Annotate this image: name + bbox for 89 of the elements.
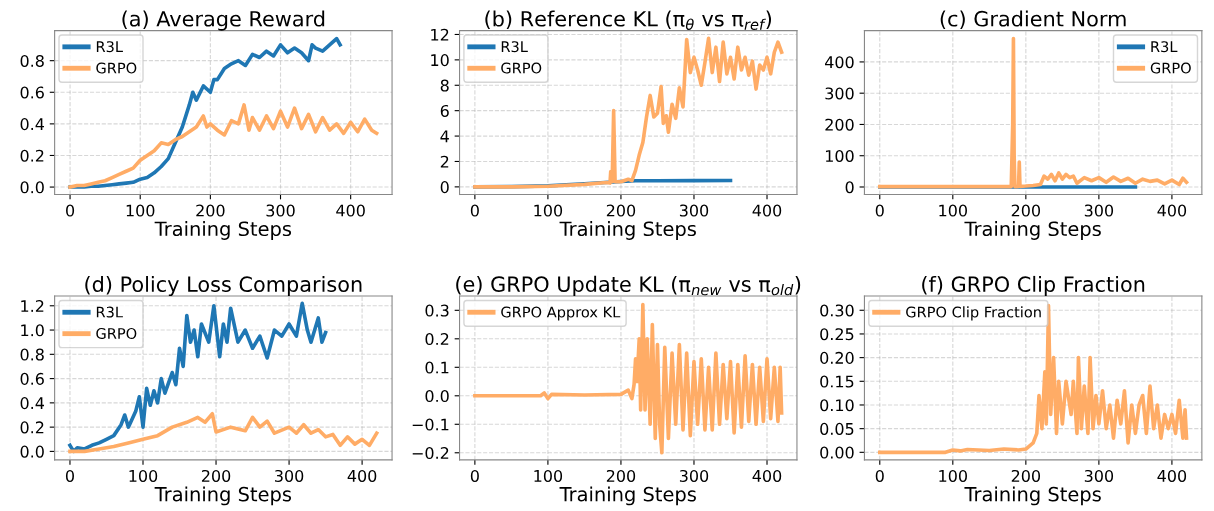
x-tick-label: 100 bbox=[534, 469, 563, 482]
y-tick-label: 200 bbox=[825, 118, 854, 131]
y-tick-label: 0.0 bbox=[20, 445, 44, 458]
y-tick-label: 0.6 bbox=[20, 86, 44, 99]
x-tick-label: 100 bbox=[939, 204, 967, 217]
x-tick-label: 400 bbox=[336, 204, 365, 217]
x-axis-title: Training Steps bbox=[559, 221, 696, 240]
y-tick-label: 12 bbox=[431, 28, 449, 41]
chart-title: (f) GRPO Clip Fraction bbox=[922, 275, 1145, 297]
x-tick-label: 400 bbox=[752, 469, 782, 482]
y-tick-label: 300 bbox=[825, 87, 854, 100]
x-tick-label: 100 bbox=[534, 204, 563, 217]
x-tick-label: 400 bbox=[752, 204, 782, 217]
x-tick-label: 0 bbox=[470, 204, 479, 217]
x-tick-label: 200 bbox=[1011, 469, 1041, 482]
y-tick-label: 0.00 bbox=[820, 446, 854, 459]
y-tick-label: 0.15 bbox=[820, 375, 854, 388]
legend-label: R3L bbox=[96, 41, 123, 53]
chart-title: (d) Policy Loss Comparison bbox=[85, 275, 362, 297]
y-tick-label: 0.05 bbox=[820, 422, 854, 435]
x-tick-label: 100 bbox=[939, 469, 967, 482]
legend-label: R3L bbox=[1151, 41, 1178, 53]
y-tick-label: 0.4 bbox=[20, 118, 45, 131]
x-axis-title: Training Steps bbox=[964, 486, 1101, 506]
x-tick-label: 300 bbox=[1084, 204, 1114, 217]
y-tick-label: 0.20 bbox=[820, 351, 854, 364]
legend-label: GRPO bbox=[96, 327, 137, 339]
y-tick-label: 0.10 bbox=[820, 399, 854, 412]
y-tick-label: 0.2 bbox=[425, 333, 449, 346]
legend-label: GRPO bbox=[501, 62, 542, 74]
y-tick-label: 0.6 bbox=[20, 372, 44, 385]
y-tick-label: 0.2 bbox=[20, 149, 44, 162]
y-tick-label: 0.4 bbox=[20, 397, 45, 410]
chart-title: (e) GRPO Update KL (π$_{new}$ vs π$_{old}$) bbox=[456, 275, 801, 297]
x-tick-label: 300 bbox=[679, 204, 709, 217]
x-tick-label: 400 bbox=[1157, 469, 1187, 482]
y-tick-label: 0.1 bbox=[425, 361, 449, 374]
x-tick-label: 400 bbox=[1157, 204, 1187, 217]
y-tick-label: 400 bbox=[825, 56, 854, 69]
x-tick-label: 200 bbox=[606, 204, 636, 217]
y-tick-label: 8 bbox=[440, 79, 449, 92]
x-tick-label: 300 bbox=[266, 204, 295, 217]
x-tick-label: 300 bbox=[679, 469, 709, 482]
x-tick-label: 100 bbox=[129, 469, 158, 482]
chart-title: (b) Reference KL (π$_{θ}$ vs π$_{ref}$) bbox=[485, 10, 772, 30]
x-tick-label: 200 bbox=[196, 204, 225, 217]
x-axis-title: Training Steps bbox=[154, 486, 292, 506]
y-tick-label: 0.30 bbox=[820, 304, 854, 317]
x-tick-label: 0 bbox=[875, 469, 884, 482]
y-tick-label: 0.8 bbox=[20, 348, 44, 361]
y-tick-label: 0.3 bbox=[425, 304, 449, 317]
x-axis-title: Training Steps bbox=[964, 221, 1101, 240]
x-tick-label: 200 bbox=[201, 469, 231, 482]
x-tick-label: 300 bbox=[1084, 469, 1114, 482]
x-tick-label: 0 bbox=[875, 204, 884, 217]
x-axis-title: Training Steps bbox=[559, 486, 696, 506]
y-tick-label: −0.1 bbox=[412, 418, 449, 431]
x-tick-label: 400 bbox=[347, 469, 377, 482]
y-tick-label: 0.0 bbox=[425, 390, 449, 403]
legend-label: GRPO bbox=[96, 62, 137, 74]
legend-label: R3L bbox=[501, 41, 528, 53]
y-tick-label: 1.0 bbox=[21, 324, 44, 337]
y-tick-label: 0.25 bbox=[820, 328, 854, 341]
chart-title: (c) Gradient Norm bbox=[940, 10, 1126, 30]
y-tick-label: 6 bbox=[440, 104, 449, 117]
y-tick-label: 0.8 bbox=[20, 54, 44, 67]
y-tick-label: −0.2 bbox=[412, 446, 449, 460]
x-tick-label: 200 bbox=[606, 469, 636, 482]
y-tick-label: 2 bbox=[440, 155, 449, 168]
y-tick-label: 0.0 bbox=[20, 181, 44, 194]
x-tick-label: 0 bbox=[470, 469, 479, 482]
y-tick-label: 0 bbox=[440, 181, 449, 194]
y-tick-label: 1.2 bbox=[21, 299, 44, 312]
y-tick-label: 100 bbox=[825, 149, 854, 163]
x-tick-label: 200 bbox=[1011, 204, 1041, 217]
x-tick-label: 0 bbox=[65, 469, 74, 482]
legend-label: R3L bbox=[96, 306, 123, 318]
x-tick-label: 0 bbox=[66, 204, 75, 217]
y-tick-label: 0 bbox=[845, 181, 854, 194]
legend-label: GRPO Approx KL bbox=[501, 306, 621, 321]
chart-title: (a) Average Reward bbox=[122, 10, 325, 31]
x-tick-label: 100 bbox=[126, 204, 155, 217]
y-tick-label: 4 bbox=[440, 130, 449, 143]
x-axis-title: Training Steps bbox=[154, 221, 292, 240]
legend-label: GRPO bbox=[1150, 62, 1191, 74]
legend-label: GRPO Clip Fraction bbox=[906, 306, 1041, 321]
y-tick-label: 0.2 bbox=[20, 421, 44, 434]
x-tick-label: 300 bbox=[275, 469, 304, 482]
y-tick-label: 10 bbox=[431, 54, 449, 67]
